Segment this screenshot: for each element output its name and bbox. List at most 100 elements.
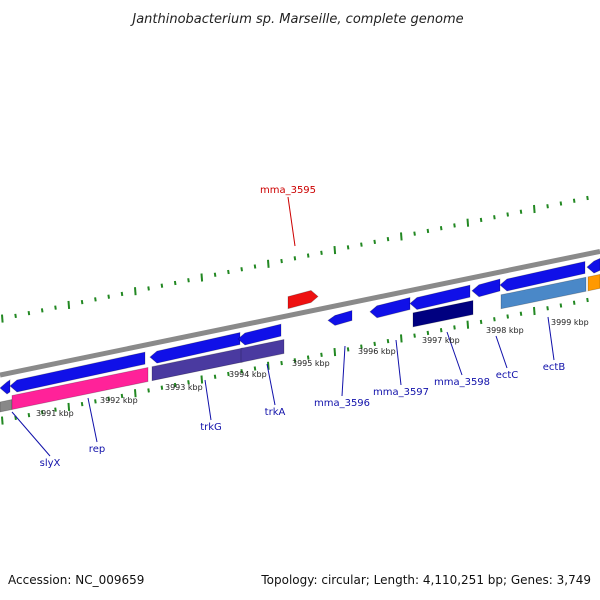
tick-mark-inner	[280, 360, 283, 366]
scale-label: 3998 kbp	[486, 326, 524, 335]
gene-label-ectb[interactable]: ectB	[543, 362, 566, 373]
track-segment[interactable]	[587, 273, 600, 292]
tick-mark-inner	[107, 396, 110, 401]
tick-mark-outer	[147, 286, 150, 291]
genome-summary: Topology: circular; Length: 4,110,251 bp…	[261, 573, 591, 587]
tick-mark-outer	[400, 232, 403, 241]
gene-label-mma-3598[interactable]: mma_3598	[434, 377, 490, 388]
gene-arrow[interactable]	[327, 309, 353, 326]
gene-arrow[interactable]	[9, 351, 146, 393]
gene-label-mma-3595[interactable]: mma_3595	[260, 185, 316, 196]
backbone-line	[0, 248, 600, 378]
tick-mark-outer	[479, 217, 483, 223]
gene-label-ectc[interactable]: ectC	[496, 370, 519, 381]
tick-mark-outer	[466, 218, 470, 227]
scale-label: 3993 kbp	[165, 383, 203, 392]
track-segment[interactable]	[0, 399, 13, 413]
tick-mark-inner	[346, 347, 350, 352]
gene-label-trka[interactable]: trkA	[265, 407, 286, 418]
tick-mark-inner	[506, 314, 509, 319]
gene-arrow[interactable]	[0, 379, 11, 395]
tick-mark-inner	[559, 303, 563, 308]
tick-mark-inner	[572, 300, 576, 305]
tick-mark-inner	[240, 369, 243, 374]
tick-mark-inner	[80, 402, 84, 407]
track-segment[interactable]	[11, 367, 149, 411]
gene-label-trkg[interactable]: trkG	[200, 422, 222, 433]
scale-labels: 3991 kbp 3992 kbp 3993 kbp 3994 kbp 3995 kbp…	[36, 318, 589, 418]
tick-mark-outer	[107, 294, 110, 299]
tick-mark-inner	[147, 388, 150, 393]
tick-mark-outer	[360, 242, 363, 247]
gene-arrow[interactable]	[369, 297, 411, 319]
accession-label: Accession: NC_009659	[8, 573, 145, 587]
gene-arrow[interactable]	[586, 257, 600, 274]
tick-mark-inner	[306, 355, 310, 360]
tick-mark-outer	[293, 256, 297, 261]
label-leader-line	[547, 316, 555, 361]
tick-mark-outer	[227, 269, 230, 275]
tick-mark-outer	[453, 223, 456, 228]
gene-arrow[interactable]	[237, 323, 282, 346]
tick-mark-outer	[559, 201, 563, 206]
tick-mark-outer	[386, 236, 390, 242]
track-segment[interactable]	[240, 339, 285, 363]
tick-mark-inner	[426, 330, 430, 336]
tick-mark-inner	[360, 344, 363, 349]
tick-mark-inner	[54, 407, 57, 412]
tick-mark-inner	[253, 366, 257, 371]
tick-mark-outer	[1, 314, 4, 323]
tick-mark-outer	[27, 310, 31, 316]
tick-mark-inner	[493, 317, 496, 322]
tick-mark-outer	[54, 305, 57, 310]
scale-label: 3999 kbp	[551, 318, 589, 327]
tick-mark-outer	[240, 267, 243, 272]
tick-mark-outer	[506, 212, 509, 217]
tick-mark-outer	[200, 273, 204, 282]
label-leader-line	[341, 345, 346, 397]
tick-mark-inner	[200, 375, 204, 384]
tick-mark-inner	[27, 412, 31, 418]
tick-mark-inner	[373, 341, 376, 347]
tick-mark-outer	[373, 239, 376, 245]
track-segment[interactable]	[412, 300, 474, 328]
gene-arrow[interactable]	[471, 278, 501, 298]
tick-mark-outer	[67, 300, 71, 309]
gene-label-slyx[interactable]: slyX	[40, 458, 61, 469]
tick-mark-outer	[533, 204, 536, 214]
tick-mark-outer	[134, 287, 137, 296]
tick-mark-outer	[14, 313, 17, 318]
feature-tracks	[0, 257, 600, 413]
gene-label-mma-3596[interactable]: mma_3596	[314, 398, 370, 409]
tick-mark-outer	[40, 308, 44, 313]
gene-label-rep[interactable]: rep	[89, 444, 105, 455]
tick-mark-outer	[173, 280, 177, 286]
scale-label: 3991 kbp	[36, 409, 74, 418]
tick-mark-inner	[1, 416, 4, 425]
label-leader-line	[495, 335, 508, 369]
gene-label-mma-3597[interactable]: mma_3597	[373, 387, 429, 398]
tick-mark-outer	[80, 300, 84, 305]
tick-mark-inner	[67, 402, 71, 411]
tick-mark-outer	[267, 259, 270, 268]
tick-mark-outer	[572, 198, 576, 203]
tick-mark-outer	[213, 272, 217, 277]
tick-mark-outer	[493, 215, 496, 220]
genome-backbone	[0, 248, 600, 378]
label-leader-line	[287, 196, 296, 247]
tick-mark-inner	[439, 328, 443, 333]
gene-arrow[interactable]	[409, 284, 471, 310]
tick-mark-inner	[546, 306, 549, 311]
tick-mark-inner	[479, 319, 483, 325]
scale-label: 3994 kbp	[229, 370, 267, 379]
gene-arrow[interactable]	[499, 260, 586, 292]
highlighted-gene-arrow[interactable]	[287, 290, 319, 310]
tick-mark-outer	[586, 195, 589, 201]
tick-mark-outer	[546, 204, 549, 209]
tick-mark-inner	[293, 358, 297, 363]
tick-mark-inner	[466, 320, 470, 329]
tick-mark-outer	[413, 231, 416, 236]
scale-label: 3992 kbp	[100, 396, 138, 405]
track-segment[interactable]	[500, 276, 587, 310]
